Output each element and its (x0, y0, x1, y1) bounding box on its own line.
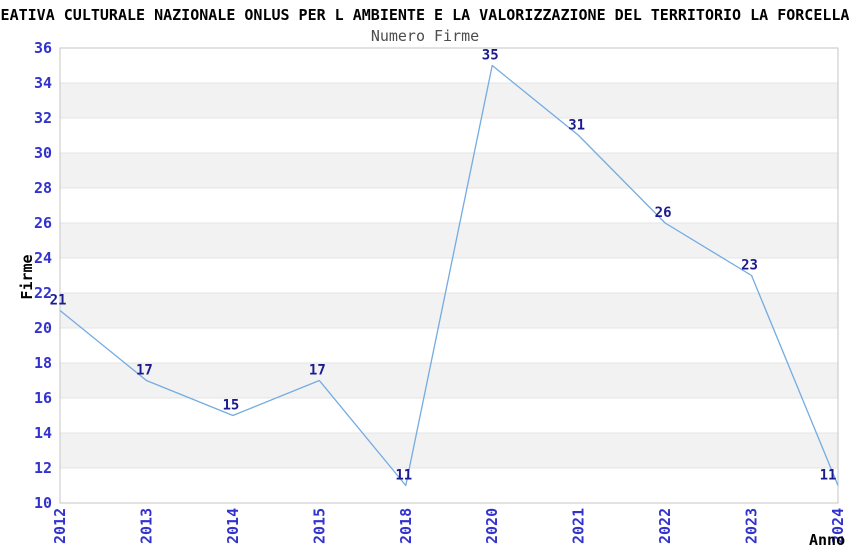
x-tick-label: 2014 (224, 508, 242, 544)
x-tick-label: 2015 (310, 508, 328, 544)
data-point-label: 21 (50, 293, 67, 309)
y-tick-label: 12 (34, 459, 52, 477)
y-tick-label: 28 (34, 179, 52, 197)
y-tick-label: 14 (34, 424, 52, 442)
grid-band (60, 223, 838, 258)
y-tick-label: 18 (34, 354, 52, 372)
data-point-label: 17 (309, 363, 326, 379)
y-tick-label: 16 (34, 389, 52, 407)
x-tick-label: 2012 (51, 508, 69, 544)
x-tick-label: 2023 (743, 508, 761, 544)
data-point-label: 15 (222, 398, 239, 414)
data-point-label: 11 (820, 468, 837, 484)
grid-band (60, 293, 838, 328)
y-tick-label: 20 (34, 319, 52, 337)
x-axis-title: Anno (809, 531, 846, 549)
x-tick-label: 2020 (483, 508, 501, 544)
y-tick-label: 10 (34, 494, 52, 512)
data-line (59, 64, 839, 487)
grid-band (60, 83, 838, 118)
plot-border (59, 47, 839, 504)
data-point-label: 26 (655, 205, 672, 221)
chart-subtitle: Numero Firme (370, 27, 480, 45)
data-point-label: 31 (568, 118, 585, 134)
y-tick-label: 22 (34, 284, 52, 302)
data-point-label: 17 (136, 363, 153, 379)
data-point-label: 23 (741, 258, 758, 274)
y-axis-title: Firme (18, 254, 36, 300)
x-tick-label: 2013 (137, 508, 155, 544)
y-tick-label: 24 (34, 249, 52, 267)
y-tick-label: 32 (34, 109, 52, 127)
y-tick-label: 36 (34, 39, 52, 57)
data-point-label: 35 (482, 48, 499, 64)
grid-band (60, 363, 838, 398)
x-tick-label: 2018 (397, 508, 415, 544)
y-tick-label: 30 (34, 144, 52, 162)
data-point-label: 11 (395, 468, 412, 484)
y-tick-label: 26 (34, 214, 52, 232)
grid-band (60, 433, 838, 468)
x-tick-label: 2024 (829, 508, 847, 544)
chart-title: EATIVA CULTURALE NAZIONALE ONLUS PER L A… (0, 6, 850, 24)
y-tick-label: 34 (34, 74, 52, 92)
x-tick-label: 2021 (570, 508, 588, 544)
x-tick-label: 2022 (656, 508, 674, 544)
grid-band (60, 153, 838, 188)
